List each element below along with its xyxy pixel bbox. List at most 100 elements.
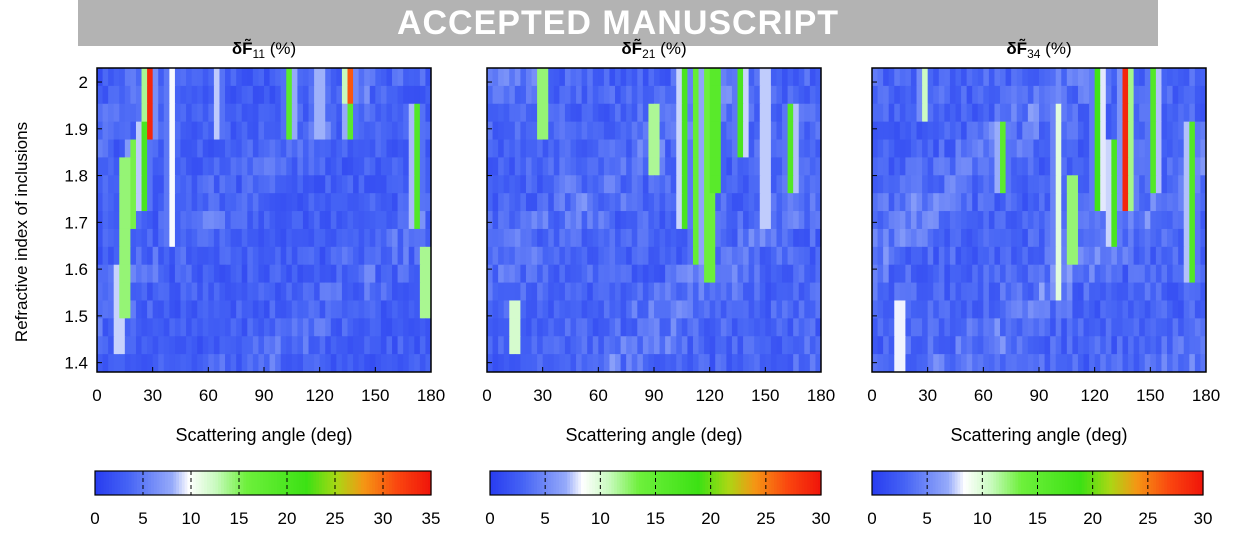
heatmap-cell	[888, 211, 895, 230]
heatmap-cell	[319, 211, 326, 230]
heatmap-cell	[787, 318, 794, 337]
heatmap-cell	[1167, 246, 1174, 266]
heatmap-cell	[961, 139, 968, 159]
heatmap-cell	[609, 103, 616, 123]
heatmap-cell	[665, 264, 672, 284]
heatmap-cell	[1061, 336, 1068, 355]
heatmap-cell	[520, 139, 527, 159]
heatmap-cell	[720, 211, 727, 230]
heatmap-cell	[241, 354, 248, 372]
heatmap-cell	[1150, 85, 1157, 105]
heatmap-cell	[514, 193, 521, 212]
heatmap-cell	[731, 139, 739, 159]
heatmap-cell	[230, 354, 237, 372]
heatmap-cell	[1061, 103, 1068, 123]
heatmap-cell	[894, 175, 901, 194]
heatmap-cell	[704, 336, 711, 355]
heatmap-cell	[347, 264, 354, 284]
heatmap-cell	[1133, 264, 1140, 284]
heatmap-cell	[130, 354, 137, 372]
heatmap-cell	[169, 336, 176, 355]
heatmap-cell	[1027, 246, 1035, 266]
heatmap-cell	[659, 175, 666, 194]
heatmap-cell	[899, 336, 906, 355]
heatmap-cell	[369, 85, 376, 105]
heatmap-cell	[720, 282, 727, 302]
heatmap-cell	[988, 264, 996, 284]
heatmap-cell	[102, 318, 109, 337]
heatmap-cell	[905, 228, 912, 248]
heatmap-cell	[877, 211, 884, 230]
heatmap-cell	[419, 246, 427, 266]
heatmap-cell	[872, 246, 879, 266]
heatmap-cell	[197, 121, 204, 141]
heatmap-cell	[548, 354, 555, 372]
colorbar-segment	[151, 471, 155, 495]
heatmap-cell	[135, 264, 143, 284]
heatmap-cell	[1011, 103, 1018, 123]
heatmap-cell	[894, 264, 901, 284]
heatmap-cell	[592, 264, 599, 284]
heatmap-cell	[186, 318, 193, 337]
heatmap-cell	[994, 354, 1001, 372]
heatmap-cell	[553, 228, 560, 248]
heatmap-cell	[113, 121, 120, 141]
heatmap-cell	[275, 246, 282, 266]
heatmap-cell	[1116, 318, 1124, 337]
heatmap-cell	[269, 228, 276, 248]
colorbar-segment	[243, 471, 247, 495]
heatmap-cell	[922, 318, 929, 337]
heatmap-cell	[949, 228, 957, 248]
heatmap-cell	[286, 354, 293, 372]
heatmap-cell	[804, 336, 811, 355]
heatmap-cell	[776, 139, 783, 159]
heatmap-cell	[765, 121, 772, 141]
heatmap-cell	[525, 175, 533, 194]
heatmap-cell	[341, 121, 349, 141]
heatmap-cell	[1161, 282, 1168, 302]
heatmap-cell	[676, 211, 683, 230]
colorbar-segment	[179, 471, 183, 495]
heatmap-cell	[966, 68, 973, 87]
heatmap-cell	[375, 300, 382, 319]
colorbar-tick-label: 10	[973, 509, 992, 528]
heatmap-cell	[709, 157, 716, 176]
heatmap-cell	[1139, 318, 1146, 337]
y-tick-label: 2	[79, 73, 88, 92]
heatmap-cell	[408, 264, 415, 284]
heatmap-cell	[1172, 300, 1179, 319]
heatmap-cell	[525, 103, 533, 123]
heatmap-cell	[927, 336, 934, 355]
heatmap-cell	[258, 211, 265, 230]
heatmap-cell	[269, 85, 276, 105]
heatmap-cell	[258, 282, 265, 302]
heatmap-cell	[631, 85, 638, 105]
heatmap-cell	[1116, 85, 1124, 105]
heatmap-cell	[336, 246, 343, 266]
heatmap-cell	[141, 85, 148, 105]
heatmap-cell	[587, 103, 594, 123]
heatmap-cell	[977, 228, 984, 248]
heatmap-cell	[894, 157, 901, 176]
heatmap-cell	[715, 103, 722, 123]
heatmap-cell	[135, 103, 143, 123]
heatmap-cell	[241, 175, 248, 194]
heatmap-cell	[531, 300, 538, 319]
colorbar-segment	[600, 471, 604, 495]
heatmap-cell	[659, 103, 666, 123]
heatmap-cell	[592, 68, 599, 87]
heatmap-cell	[397, 300, 404, 319]
heatmap-cell	[319, 139, 326, 159]
heatmap-cell	[492, 211, 499, 230]
heatmap-cell	[119, 139, 126, 159]
heatmap-cell	[325, 282, 332, 302]
heatmap-cell	[877, 139, 884, 159]
heatmap-cell	[520, 85, 527, 105]
heatmap-cell	[894, 68, 901, 87]
x-tick-label: 150	[751, 386, 779, 405]
heatmap-cell	[1144, 157, 1151, 176]
heatmap-cell	[972, 121, 979, 141]
heatmap-cell	[341, 300, 349, 319]
heatmap-cell	[1111, 354, 1118, 372]
heatmap-cell	[1105, 246, 1112, 266]
